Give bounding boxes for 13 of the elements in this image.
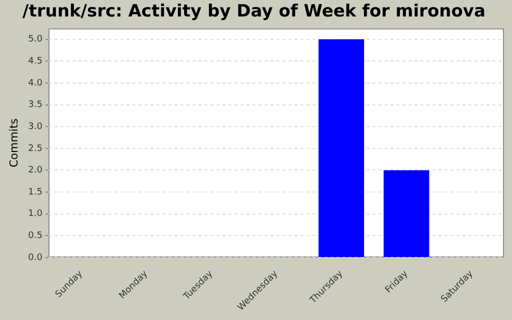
y-tick-label: 4.5: [28, 56, 43, 66]
y-axis-title: Commits: [7, 118, 20, 168]
chart-title: /trunk/src: Activity by Day of Week for mironova: [22, 2, 486, 22]
y-tick-label: 2.5: [28, 144, 43, 154]
y-tick-label: 4.0: [28, 78, 43, 88]
y-tick-label: 1.0: [28, 209, 43, 220]
y-tick-label: 2.0: [28, 166, 43, 176]
y-tick-label: 3.5: [28, 100, 43, 110]
y-tick-label: 1.5: [28, 187, 43, 198]
y-tick-label: 3.0: [28, 122, 43, 132]
y-tick-label: 0.5: [28, 231, 43, 242]
y-tick-label: 0.0: [28, 252, 43, 263]
y-tick-label: 5.0: [28, 34, 43, 45]
